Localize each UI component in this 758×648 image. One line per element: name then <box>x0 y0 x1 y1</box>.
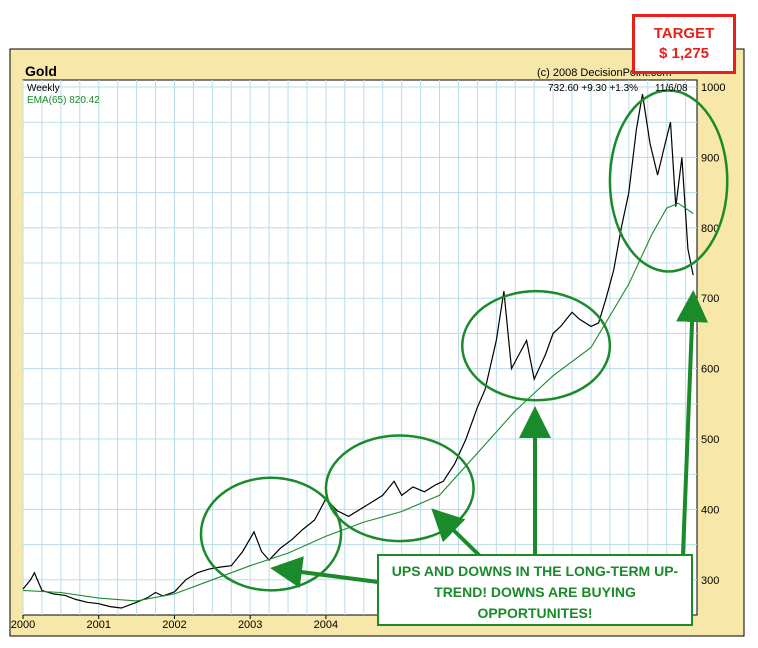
y-tick-label: 300 <box>701 575 719 587</box>
tick-labels: 300 400 500 600 700 800 900 1000 2000 2001 2002 200… <box>11 82 726 631</box>
plot-area <box>22 79 698 616</box>
y-tick-label: 600 <box>701 364 719 376</box>
x-tick-label: 2004 <box>314 619 338 631</box>
quote-date: 11/6/08 <box>655 83 688 94</box>
x-tick-label: 2003 <box>238 619 262 631</box>
x-tick-label: 2000 <box>11 619 35 631</box>
annotation-note: UPS AND DOWNS IN THE LONG-TERM UP-TREND!… <box>377 554 693 626</box>
frequency-label: Weekly <box>27 83 60 94</box>
annotation-ellipse <box>199 476 343 592</box>
annotation-arrow <box>676 290 709 555</box>
y-tick-label: 700 <box>701 293 719 305</box>
annotation-ellipse <box>324 434 475 543</box>
annotation-ellipse <box>460 289 612 402</box>
annotation-arrows <box>270 290 709 588</box>
x-tick-label: 2002 <box>162 619 186 631</box>
target-label: TARGET <box>653 25 715 42</box>
y-tick-label: 400 <box>701 504 719 516</box>
annotation-arrow <box>431 508 482 558</box>
chart-title: Gold <box>25 63 57 79</box>
ema-line <box>22 202 694 602</box>
annotation-note-text: UPS AND DOWNS IN THE LONG-TERM UP-TREND!… <box>391 563 679 621</box>
y-tick-label: 1000 <box>701 82 725 94</box>
annotation-arrow <box>270 556 379 588</box>
price-line <box>22 93 694 609</box>
target-value: $ 1,275 <box>658 45 710 62</box>
target-callout: TARGET $ 1,275 <box>632 14 736 74</box>
ema-label: EMA(65) 820.42 <box>27 95 100 106</box>
y-tick-label: 900 <box>701 152 719 164</box>
series-layer <box>22 93 694 609</box>
price-quote: 732.60 +9.30 +1.3% <box>548 83 638 94</box>
y-tick-label: 500 <box>701 434 719 446</box>
annotation-ellipses <box>199 89 729 592</box>
annotation-ellipse <box>608 89 729 273</box>
y-tick-label: 800 <box>701 223 719 235</box>
x-tick-label: 2001 <box>86 619 110 631</box>
gridlines <box>22 80 697 615</box>
